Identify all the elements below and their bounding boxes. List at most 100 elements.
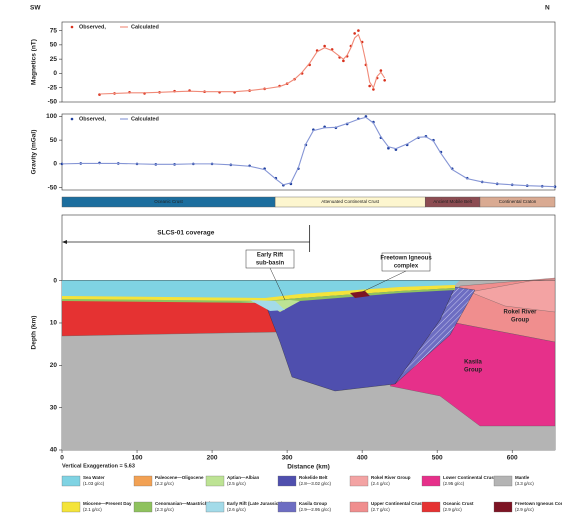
legend-name: Early Rift (Late Jurassic?): [227, 501, 283, 506]
calculated-line: [99, 33, 386, 95]
y-tick-label: 40: [50, 447, 58, 454]
legend-density: (2.8—3.02 g/cc): [299, 481, 332, 486]
legend-swatch: [421, 501, 441, 513]
annotation-text: complex: [394, 264, 419, 270]
x-tick-label: 0: [60, 455, 64, 462]
legend-point: [70, 25, 74, 29]
x-tick-label: 200: [207, 455, 218, 462]
oceanic-crust: [61, 299, 279, 337]
crust-zone: [479, 196, 556, 208]
legend-name: Miocene—Present Day: [83, 501, 132, 506]
legend-label: Calculated: [131, 24, 159, 30]
x-axis-label: Distance (km): [287, 464, 330, 471]
legend-label: Observed,: [79, 24, 106, 30]
miocene-layer: [62, 285, 455, 301]
legend-name: Cenomanian—Maastrichtian: [155, 501, 216, 506]
legend-name: Kasila Group: [299, 501, 327, 506]
legend-name: Mantle: [515, 475, 530, 480]
section-layers: [61, 277, 556, 450]
legend-name: Paleocene—Oligocene: [155, 475, 204, 480]
x-tick-label: 600: [507, 455, 518, 462]
legend-density: (2.9 g/cc): [443, 507, 462, 512]
legend-name: Lower Continental Crust: [443, 475, 496, 480]
rokel-river-group: [469, 278, 556, 313]
legend-name: Aptian—Albian: [227, 475, 260, 480]
observed-point: [353, 32, 356, 35]
crust-zone-label: Ancient Mobile Belt: [433, 199, 472, 204]
crust-zone-label: Continental Craton: [499, 199, 537, 204]
crust-zone-label: Attenuated Continental Crust: [321, 199, 380, 204]
y-tick-label: 10: [50, 320, 58, 327]
observed-point: [379, 69, 383, 72]
y-tick-label: 0: [53, 277, 57, 284]
legend-swatch: [349, 475, 369, 487]
legend-name: Sea Water: [83, 475, 105, 480]
legend-swatch: [205, 475, 225, 487]
y-tick-label: 30: [50, 404, 58, 411]
legend-swatch: [421, 475, 441, 487]
legend-density: (2.2 g/cc): [155, 481, 174, 486]
legend-density: (2.9 g/cc): [515, 507, 534, 512]
kasila-group: [394, 286, 476, 385]
x-tick-label: 400: [357, 455, 368, 462]
legend-swatch: [61, 475, 81, 487]
legend-swatch: [205, 501, 225, 513]
observed-point: [383, 78, 386, 82]
legend-point: [70, 117, 74, 121]
y-tick-label: 0: [53, 70, 57, 77]
x-tick-label: 300: [282, 455, 293, 462]
y-tick-label: 25: [50, 56, 58, 63]
annotation-pointer: [361, 270, 407, 293]
observed-point: [372, 88, 375, 91]
annotation-text: Early Rift: [257, 253, 283, 259]
direction-left: SW: [30, 5, 41, 12]
coverage-label: SLCS-01 coverage: [157, 230, 214, 237]
arrow-head: [62, 240, 67, 244]
exaggeration-label: Vertical Exaggeration = 5.63: [62, 463, 135, 469]
y-tick-label: -50: [48, 184, 58, 191]
crust-zone-label: Oceanic Crust: [154, 199, 183, 204]
y-axis-label: Depth (km): [31, 316, 38, 350]
legend-density: (3.3 g/cc): [515, 481, 534, 486]
legend-density: (2.95 g/cc): [443, 481, 465, 486]
legend-density: (1.03 g/cc): [83, 481, 105, 486]
legend-swatch: [277, 501, 297, 513]
observed-point: [368, 84, 371, 88]
legend-density: (2.5 g/cc): [227, 481, 246, 486]
legend-name: Rokel River Group: [371, 475, 411, 480]
legend-label: Calculated: [131, 116, 159, 122]
x-tick-label: 100: [132, 455, 143, 462]
observed-point: [357, 29, 360, 32]
early-rift-layer: [250, 300, 285, 311]
direction-right: N: [545, 5, 550, 12]
legend-swatch: [61, 501, 81, 513]
y-tick-label: 50: [50, 137, 58, 144]
y-tick-label: 100: [46, 113, 57, 120]
legend-density: (2.1 g/cc): [83, 507, 102, 512]
annotation-text: Kasila: [464, 360, 482, 366]
annotation-text: Rokel River: [503, 310, 537, 316]
y-axis-label: Magnetics (nT): [31, 39, 38, 85]
y-tick-label: 50: [50, 42, 58, 49]
sea-water: [62, 280, 460, 298]
legend-density: (2.4 g/cc): [371, 481, 390, 486]
observed-point: [387, 146, 390, 150]
y-axis-label: Gravity (mGal): [31, 130, 38, 175]
legend-swatch: [349, 501, 369, 513]
legend-density: (2.6 g/cc): [227, 507, 246, 512]
annotation-pointer: [269, 267, 286, 301]
y-tick-label: 0: [53, 161, 57, 168]
y-tick-label: -50: [48, 99, 58, 106]
legend-label: Observed,: [79, 116, 106, 122]
annotation-text: Group: [511, 318, 529, 324]
y-tick-label: 75: [50, 27, 58, 34]
legend-name: Oceanic Crust: [443, 501, 474, 506]
annotation-text: Group: [464, 368, 482, 374]
legend-name: Freetown Igneous Complex: [515, 501, 562, 506]
observed-point: [342, 59, 345, 63]
annotation-text: Freetown Igneous: [380, 256, 432, 262]
legend-swatch: [493, 475, 513, 487]
plot-frame: [61, 21, 556, 103]
legend-swatch: [133, 501, 153, 513]
legend-swatch: [493, 501, 513, 513]
